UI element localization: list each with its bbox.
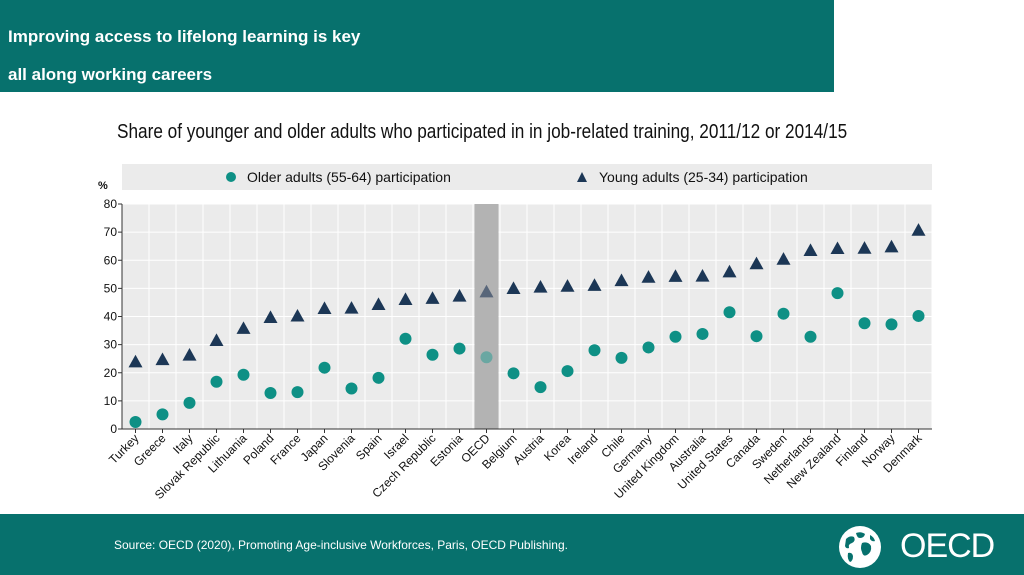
young-adults-point (722, 264, 737, 278)
header-title-line-1: Improving access to lifelong learning is… (8, 27, 361, 46)
young-adults-point (830, 241, 845, 255)
oecd-highlight (474, 204, 499, 429)
older-adults-point (156, 408, 169, 421)
older-adults-point (696, 327, 709, 340)
legend-items: Older adults (55-64) participation Young … (226, 169, 808, 185)
young-adults-point (587, 278, 602, 291)
young-adults-point (452, 288, 467, 302)
older-adults-point (750, 330, 763, 343)
young-adults-point (668, 269, 683, 282)
young-adults-point (911, 223, 926, 236)
older-adults-point (615, 351, 628, 364)
young-adults-point (236, 321, 251, 334)
older-adults-point (858, 317, 871, 330)
x-tick-label: France (267, 431, 304, 468)
y-axis-label: % (98, 180, 108, 192)
young-adults-point (614, 273, 629, 287)
y-tick-label: 0 (110, 422, 117, 436)
legend-young-marker (577, 172, 587, 182)
young-adults-point (479, 284, 494, 298)
older-adults-point (669, 330, 682, 343)
older-adults-point (264, 387, 277, 399)
legend (122, 164, 932, 190)
older-adults-point (831, 287, 844, 300)
y-tick-label: 10 (104, 394, 118, 408)
young-adults-point (128, 354, 143, 368)
older-adults-point (723, 306, 736, 319)
young-adults-point (209, 333, 224, 347)
y-tick-label: 60 (104, 253, 118, 267)
y-tick-label: 40 (104, 310, 118, 324)
y-tick-label: 20 (104, 366, 118, 380)
older-adults-point (372, 371, 385, 384)
young-adults-point (155, 352, 170, 366)
older-adults-point (399, 332, 412, 345)
young-adults-point (884, 239, 899, 253)
young-adults-point (641, 270, 656, 283)
young-adults-point (425, 291, 440, 304)
older-adults-point (534, 381, 547, 394)
x-tick-label: Austria (510, 431, 547, 468)
header-title-line-2: all along working careers (8, 65, 213, 84)
young-adults-point (749, 256, 764, 270)
chart-title: Share of younger and older adults who pa… (117, 121, 848, 143)
young-adults-point (182, 348, 197, 361)
older-adults-point (237, 368, 250, 381)
older-adults-point (291, 386, 304, 399)
older-adults-point (777, 307, 790, 320)
young-adults-point (317, 301, 332, 314)
x-tick-label: Ireland (565, 431, 601, 467)
source-note: Source: OECD (2020), Promoting Age-inclu… (114, 538, 568, 552)
young-adults-point (263, 310, 278, 323)
legend-older-marker (226, 172, 236, 182)
older-adults-point (561, 365, 574, 378)
legend-older-label: Older adults (55-64) participation (247, 169, 451, 185)
older-adults-point (129, 415, 142, 428)
young-adults-point (506, 281, 521, 294)
older-adults-point (480, 351, 493, 364)
older-adults-point (642, 341, 655, 354)
older-adults-point (588, 344, 601, 357)
globe-icon (839, 526, 881, 568)
older-adults-point (804, 330, 817, 343)
footer: Source: OECD (2020), Promoting Age-inclu… (0, 514, 1024, 575)
header-banner: Improving access to lifelong learning is… (0, 0, 834, 92)
oecd-logo[interactable]: OECD (834, 525, 1014, 569)
oecd-highlight-bar (474, 204, 499, 429)
older-adults-point (885, 318, 898, 331)
young-adults-point (371, 297, 386, 311)
older-adults-point (507, 367, 520, 380)
older-adults-point (912, 309, 925, 322)
y-tick-label: 50 (104, 281, 118, 295)
young-adults-point (560, 279, 575, 292)
older-adults-point (183, 396, 196, 409)
young-adults-point (857, 241, 872, 254)
older-adults-point (426, 348, 439, 361)
young-adults-point (398, 292, 413, 305)
y-tick-label: 80 (104, 197, 118, 211)
x-tick-label: Spain (353, 431, 385, 463)
young-adults-point (533, 279, 548, 293)
y-tick-label: 30 (104, 338, 118, 352)
older-adults-point (210, 375, 223, 388)
older-adults-point (453, 342, 466, 355)
data-marks (128, 223, 926, 428)
young-adults-point (344, 301, 359, 314)
legend-young-label: Young adults (25-34) participation (599, 169, 808, 185)
young-adults-point (776, 252, 791, 265)
oecd-wordmark: OECD (900, 527, 995, 565)
older-adults-point (345, 382, 358, 395)
older-adults-point (318, 361, 331, 374)
young-adults-point (803, 243, 818, 257)
y-tick-label: 70 (104, 225, 118, 239)
young-adults-point (695, 269, 710, 282)
young-adults-point (290, 308, 305, 322)
